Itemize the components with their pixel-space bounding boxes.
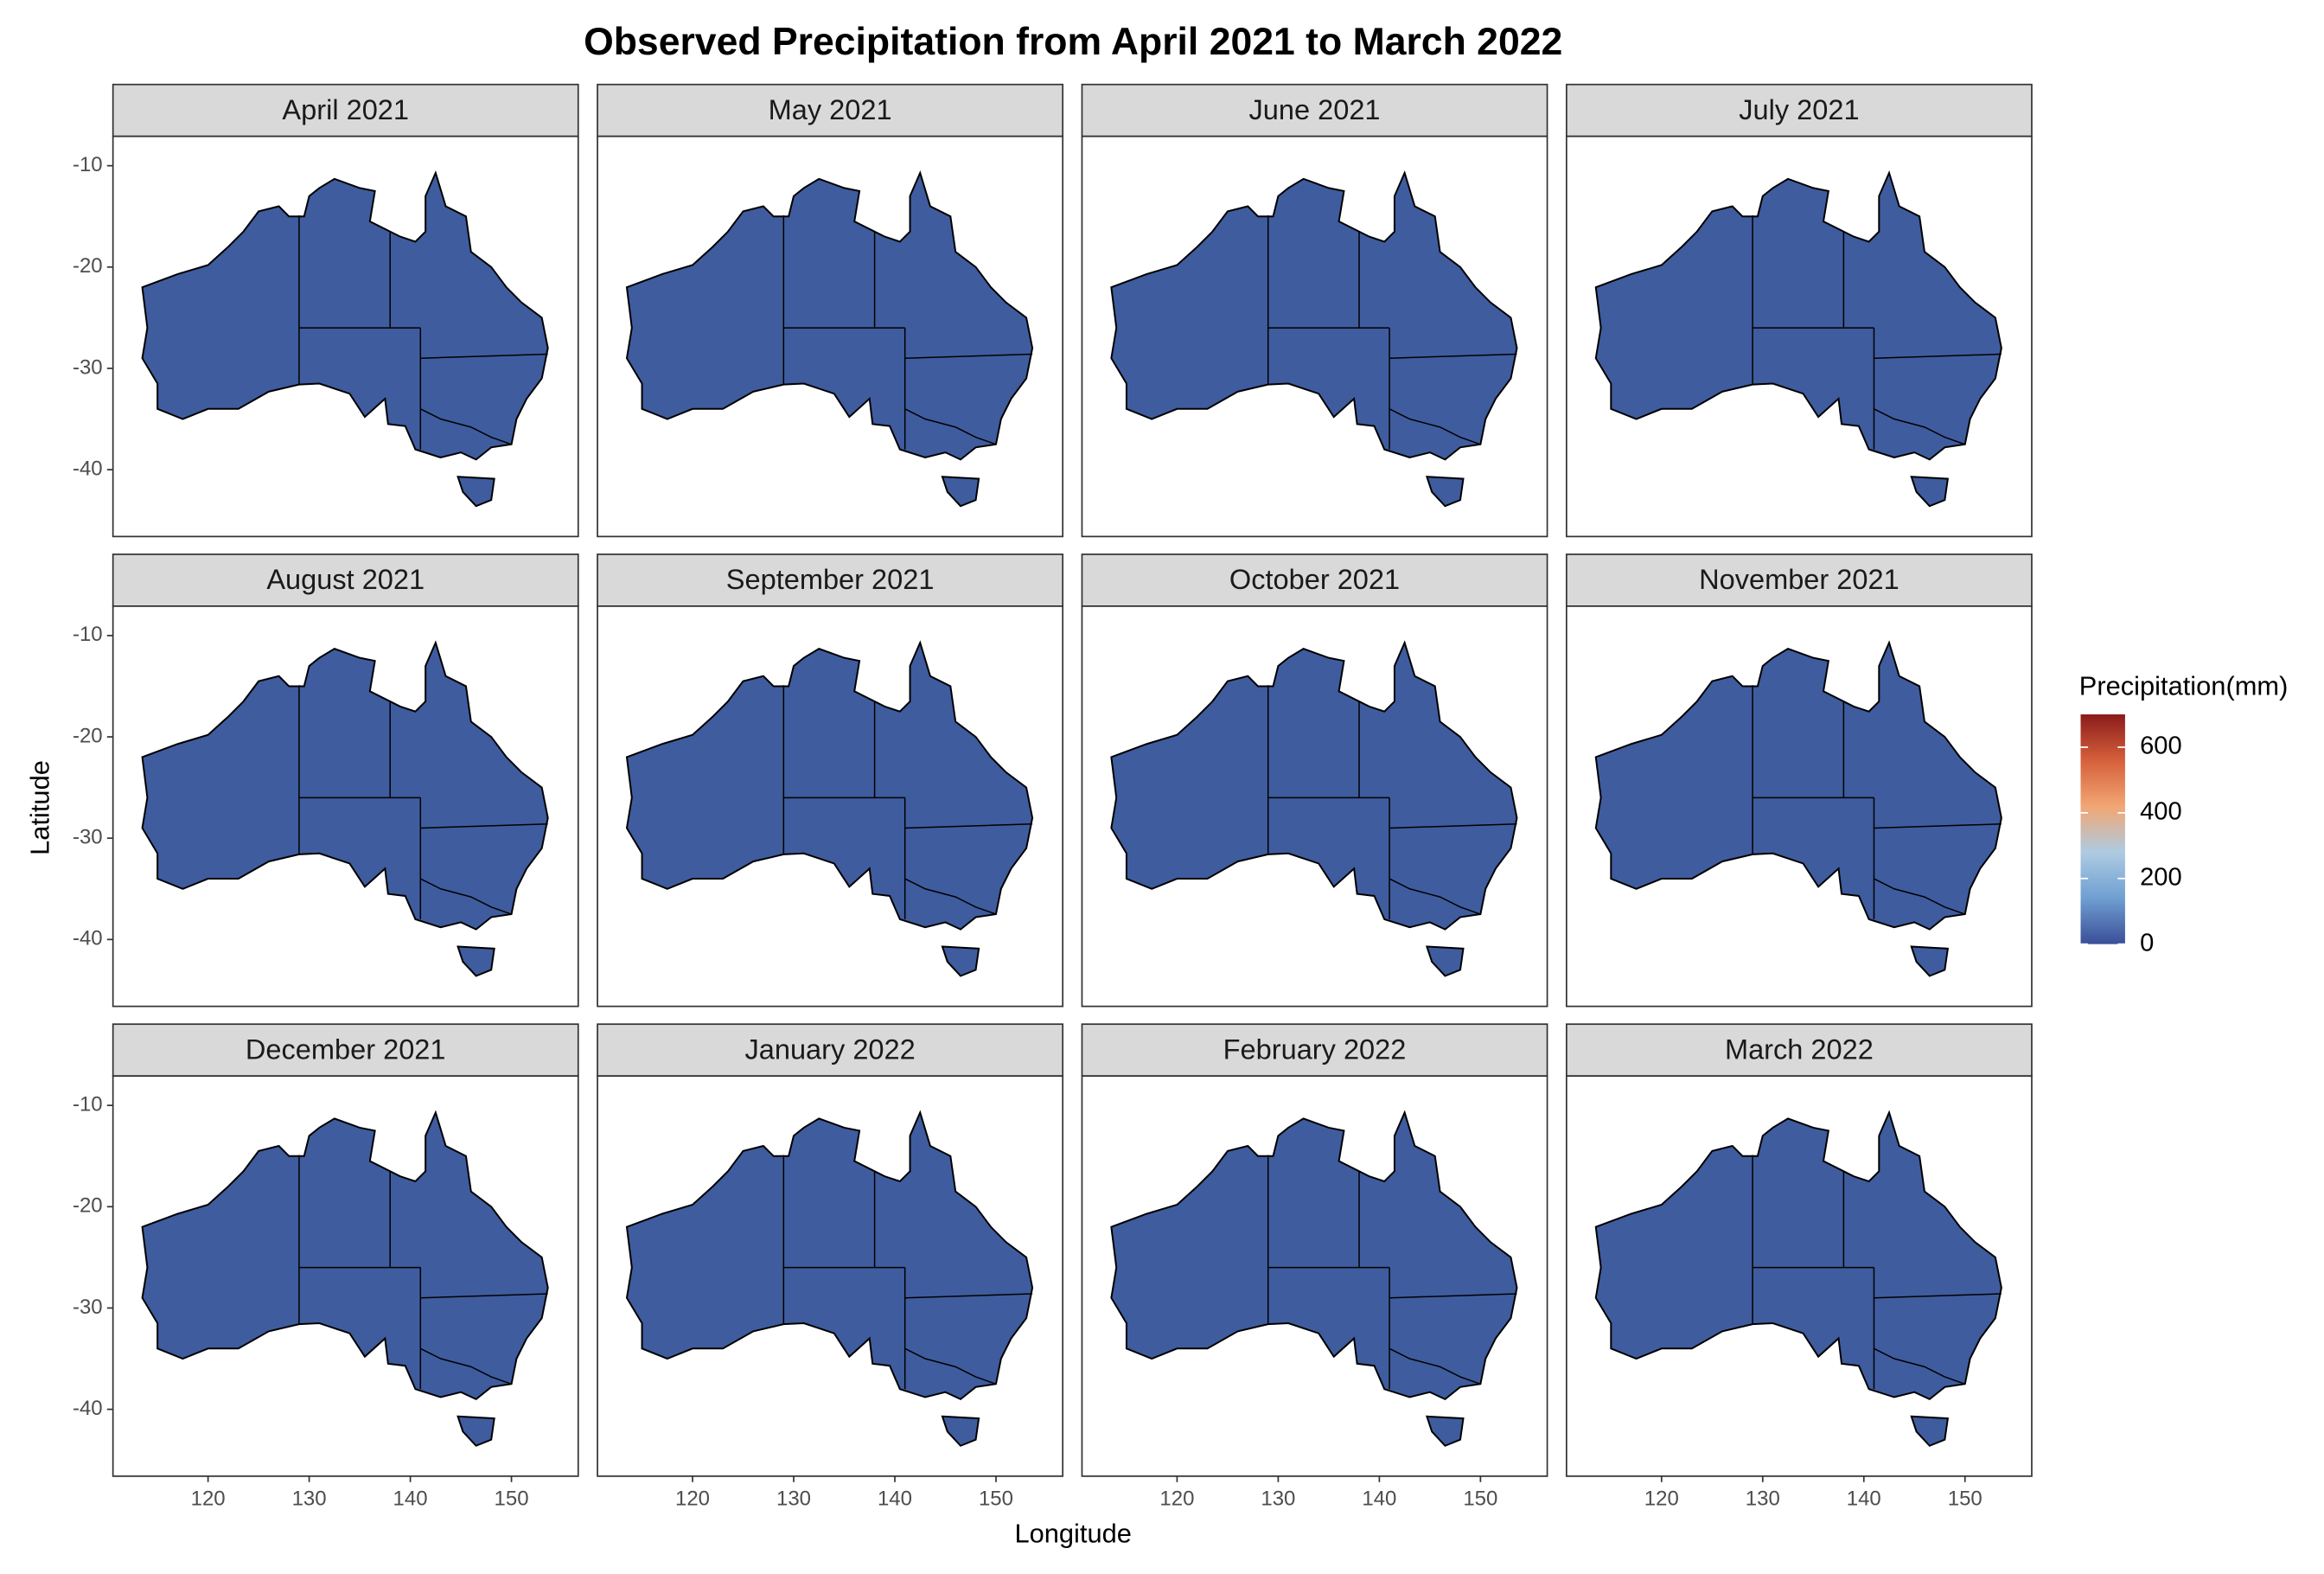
panel-title: July 2021 — [1739, 94, 1859, 125]
y-tick-label: -30 — [73, 1296, 103, 1319]
y-tick-label: -30 — [73, 826, 103, 849]
x-tick-label: 150 — [1948, 1488, 1982, 1511]
panel-title: February 2022 — [1223, 1033, 1407, 1065]
strip — [1081, 83, 1548, 138]
strip — [1565, 553, 2033, 607]
y-tick-label: -20 — [73, 254, 103, 278]
y-tick-label: -30 — [73, 355, 103, 379]
strip — [112, 1023, 579, 1078]
panel-title: May 2021 — [769, 94, 892, 125]
panel-title: August 2021 — [266, 564, 425, 595]
x-tick-label: 140 — [1362, 1488, 1396, 1511]
legend-tick-label: 200 — [2140, 863, 2182, 891]
strip — [597, 1023, 1064, 1078]
y-tick-label: -40 — [73, 457, 103, 480]
panel-title: October 2021 — [1229, 564, 1400, 595]
x-tick-label: 130 — [292, 1488, 327, 1511]
y-tick-label: -10 — [73, 153, 103, 176]
y-tick-label: -10 — [73, 623, 103, 646]
strip — [112, 553, 579, 607]
strip — [597, 553, 1064, 607]
x-tick-label: 120 — [675, 1488, 710, 1511]
strip — [597, 83, 1064, 138]
x-tick-label: 130 — [1746, 1488, 1780, 1511]
y-tick-label: -20 — [73, 1194, 103, 1218]
panel-title: March 2022 — [1725, 1033, 1874, 1065]
panel-title: June 2021 — [1249, 94, 1381, 125]
panel-title: December 2021 — [246, 1033, 446, 1065]
panel-title: September 2021 — [726, 564, 935, 595]
x-tick-label: 130 — [776, 1488, 811, 1511]
y-tick-label: -40 — [73, 927, 103, 950]
x-tick-label: 140 — [393, 1488, 428, 1511]
y-tick-label: -40 — [73, 1397, 103, 1420]
colorbar — [2080, 714, 2125, 944]
y-tick-label: -10 — [73, 1092, 103, 1116]
strip — [1565, 83, 2033, 138]
legend-title: Precipitation(mm) — [2079, 670, 2289, 701]
x-tick-label: 140 — [878, 1488, 912, 1511]
legend-tick-label: 400 — [2140, 798, 2182, 826]
y-tick-label: -20 — [73, 724, 103, 747]
x-axis-title: Longitude — [1014, 1519, 1131, 1549]
x-tick-label: 150 — [1463, 1488, 1497, 1511]
chart-title: Observed Precipitation from April 2021 t… — [584, 21, 1562, 63]
x-tick-label: 120 — [1159, 1488, 1194, 1511]
legend-tick-label: 0 — [2140, 929, 2154, 957]
panel-title: January 2022 — [744, 1033, 915, 1065]
panel-title: April 2021 — [282, 94, 409, 125]
x-tick-label: 140 — [1847, 1488, 1881, 1511]
legend-tick-label: 600 — [2140, 733, 2182, 760]
y-axis-title: Latitude — [25, 760, 55, 855]
x-tick-label: 120 — [1644, 1488, 1679, 1511]
x-tick-label: 120 — [191, 1488, 226, 1511]
panel-title: November 2021 — [1699, 564, 1899, 595]
x-tick-label: 150 — [979, 1488, 1013, 1511]
x-tick-label: 150 — [495, 1488, 529, 1511]
x-tick-label: 130 — [1261, 1488, 1295, 1511]
strip — [112, 83, 579, 138]
